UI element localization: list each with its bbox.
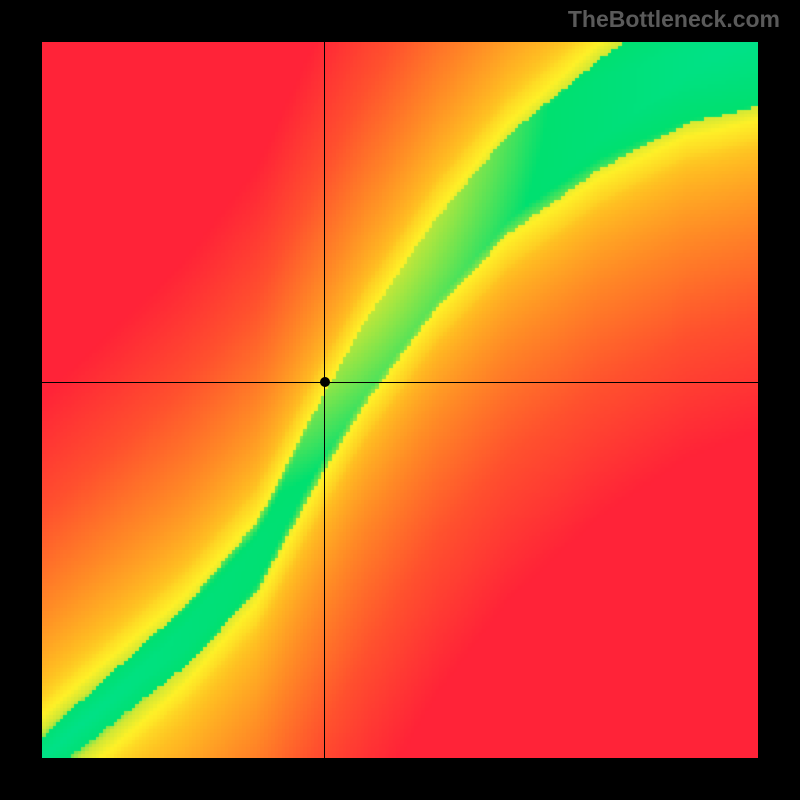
plot-area [42,42,758,758]
crosshair-vertical [324,42,325,758]
data-point-marker [320,377,330,387]
watermark-text: TheBottleneck.com [568,6,780,33]
crosshair-horizontal [42,382,758,383]
chart-container: TheBottleneck.com [0,0,800,800]
heatmap-canvas [42,42,758,758]
